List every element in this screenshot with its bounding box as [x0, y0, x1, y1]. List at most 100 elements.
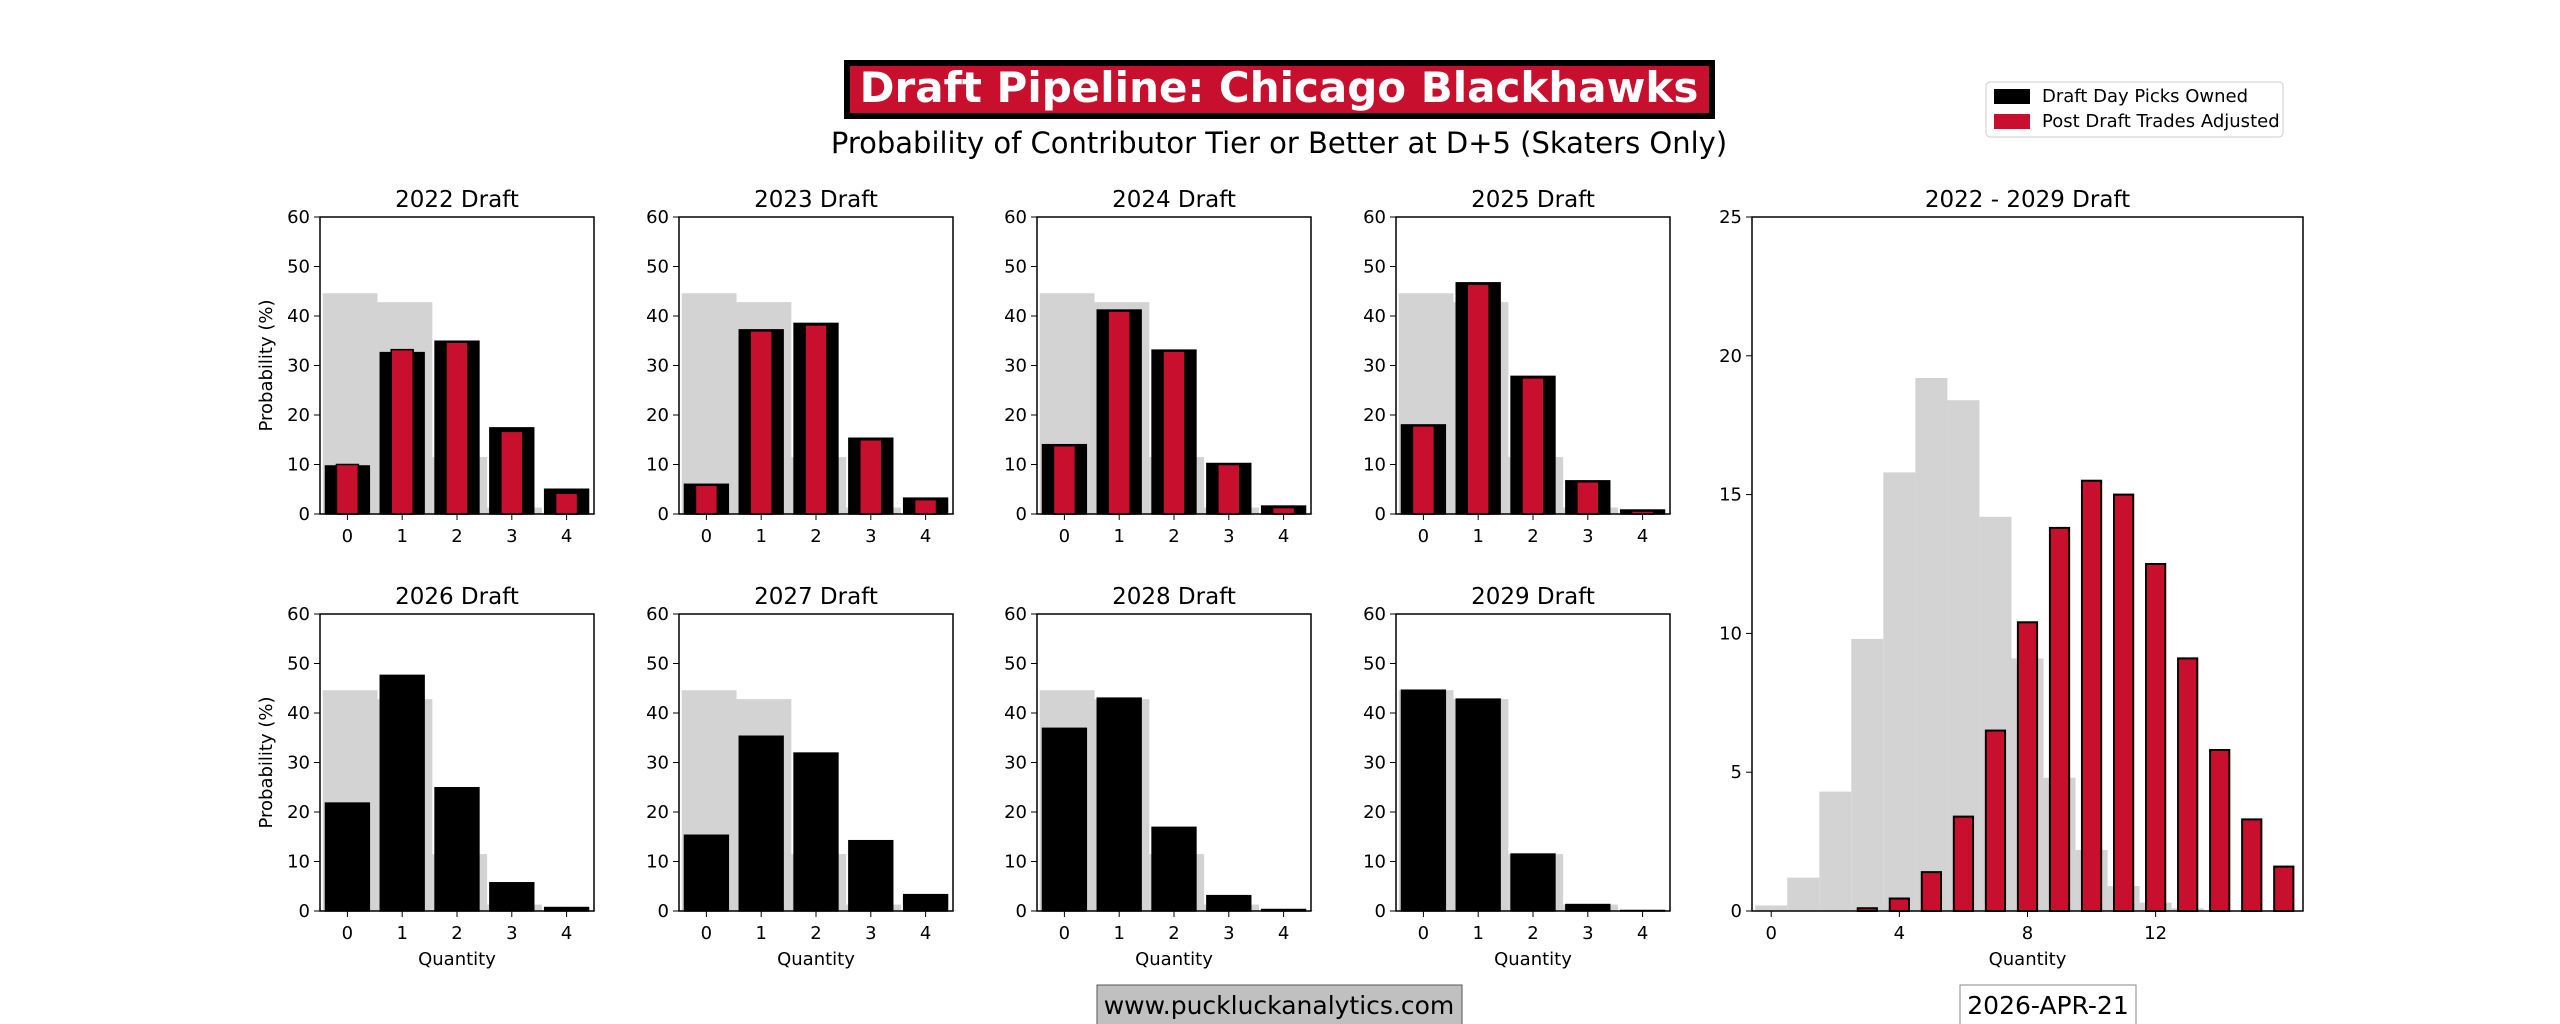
- chart-subtitle: Probability of Contributor Tier or Bette…: [831, 126, 1727, 160]
- y-tick-label: 15: [1719, 485, 1742, 506]
- subplot-2027-draft: 0 10 20 30 40 50 60 0 1 2 3 4 2027 Draft Quantity: [646, 584, 956, 970]
- x-tick-label: 3: [865, 923, 876, 944]
- y-tick-label: 30: [287, 356, 310, 377]
- x-tick-label: 1: [1472, 923, 1483, 944]
- legend-label-owned: Draft Day Picks Owned: [2042, 86, 2248, 107]
- y-tick-label: 50: [1363, 654, 1386, 675]
- y-tick-label: 10: [1363, 852, 1386, 873]
- x-tick-label: 2: [1168, 923, 1179, 944]
- x-axis-label: Quantity: [777, 949, 855, 970]
- owned-bar-3: [1565, 903, 1611, 912]
- x-tick-label: 0: [1059, 923, 1070, 944]
- adjusted-bar-2: [445, 341, 469, 515]
- adjusted-bar-1: [390, 348, 414, 515]
- x-tick-label: 1: [755, 923, 766, 944]
- subplot-2022-draft: 0 10 20 30 40 50 60 0 1 2 3 4 2022 Draft Probability …: [256, 187, 597, 547]
- x-tick-label: 0: [342, 923, 353, 944]
- y-tick-label: 60: [646, 604, 669, 625]
- subplot-2025-draft: 0 10 20 30 40 50 60 0 1 2 3 4 2025 Draft: [1363, 187, 1673, 547]
- subplot-title: 2027 Draft: [754, 584, 878, 610]
- x-tick-label: 1: [1113, 526, 1124, 547]
- x-tick-label: 4: [1894, 923, 1905, 944]
- y-tick-label: 30: [646, 753, 669, 774]
- x-tick-label: 3: [1582, 923, 1593, 944]
- x-tick-label: 2: [1527, 923, 1538, 944]
- subplot-2023-draft: 0 10 20 30 40 50 60 0 1 2 3 4 2023 Draft: [646, 187, 956, 547]
- date-box: [1959, 984, 2137, 1024]
- y-tick-label: 40: [1363, 306, 1386, 327]
- x-tick-label: 0: [1765, 923, 1776, 944]
- y-tick-label: 60: [287, 604, 310, 625]
- owned-bar-2: [434, 786, 480, 912]
- adjusted-bar-2: [1162, 350, 1186, 515]
- x-tick-label: 1: [1113, 923, 1124, 944]
- subplot-title: 2024 Draft: [1112, 187, 1236, 213]
- adjusted-bar-3: [1217, 463, 1241, 515]
- y-tick-label: 0: [1016, 504, 1027, 525]
- subplot-2029-draft: 0 10 20 30 40 50 60 0 1 2 3 4 2029 Draft Quantity: [1363, 584, 1673, 970]
- subplot-title: 2026 Draft: [395, 584, 519, 610]
- x-tick-label: 1: [396, 526, 407, 547]
- y-tick-label: 0: [299, 901, 310, 922]
- y-tick-label: 50: [287, 257, 310, 278]
- adjusted-bar-0: [694, 484, 719, 515]
- y-tick-label: 40: [287, 703, 310, 724]
- owned-bar-0: [1041, 727, 1088, 912]
- y-tick-label: 0: [1731, 901, 1742, 922]
- y-tick-label: 30: [287, 753, 310, 774]
- owned-bar-2: [1510, 853, 1556, 912]
- x-tick-label: 4: [920, 526, 931, 547]
- y-tick-label: 20: [287, 405, 310, 426]
- adjusted-bar-2: [1521, 377, 1545, 515]
- adjusted-bar-6: [1952, 815, 1975, 913]
- x-tick-label: 1: [755, 526, 766, 547]
- x-axis-label: Quantity: [1989, 949, 2067, 970]
- y-tick-label: 50: [646, 257, 669, 278]
- y-tick-label: 0: [1375, 901, 1386, 922]
- y-tick-label: 50: [1004, 654, 1027, 675]
- y-tick-label: 60: [1363, 207, 1386, 228]
- adjusted-bar-5: [1920, 871, 1943, 912]
- owned-bar-0: [683, 834, 730, 912]
- x-tick-label: 3: [506, 923, 517, 944]
- y-tick-label: 10: [287, 852, 310, 873]
- owned-bar-3: [1206, 894, 1252, 912]
- x-tick-label: 8: [2022, 923, 2033, 944]
- legend: Draft Day Picks Owned Post Draft Trades …: [1985, 81, 2284, 138]
- adjusted-bar-4: [1271, 506, 1296, 515]
- owned-bar-1: [379, 674, 425, 912]
- y-tick-label: 50: [287, 654, 310, 675]
- adjusted-bar-4: [1888, 897, 1910, 912]
- legend-label-adjusted: Post Draft Trades Adjusted: [2042, 111, 2280, 132]
- y-axis-label: Probability (%): [256, 696, 277, 828]
- y-tick-label: 60: [1004, 604, 1027, 625]
- x-tick-label: 0: [701, 526, 712, 547]
- y-tick-label: 50: [1363, 257, 1386, 278]
- y-tick-label: 30: [1004, 356, 1027, 377]
- y-tick-label: 0: [1016, 901, 1027, 922]
- subplot-title: 2023 Draft: [754, 187, 878, 213]
- subplot-2022---2029-draft: 0 5 10 15 20 25 0 4 8 12 2022 - 2029 Draft Quantity: [1719, 187, 2304, 970]
- x-tick-label: 2: [1168, 526, 1179, 547]
- subplot-2028-draft: 0 10 20 30 40 50 60 0 1 2 3 4 2028 Draft Quantity: [1004, 584, 1314, 970]
- y-tick-label: 20: [1363, 802, 1386, 823]
- baseline-bar-5: [1915, 378, 1948, 911]
- adjusted-bar-4: [554, 492, 579, 515]
- y-tick-label: 40: [1004, 703, 1027, 724]
- y-tick-label: 20: [1719, 346, 1742, 367]
- subplot-2024-draft: 0 10 20 30 40 50 60 0 1 2 3 4 2024 Draft: [1004, 187, 1314, 547]
- x-tick-label: 2: [1527, 526, 1538, 547]
- x-tick-label: 1: [396, 923, 407, 944]
- website-link[interactable]: www.puckluckanalytics.com: [1104, 991, 1455, 1020]
- y-tick-label: 10: [1004, 852, 1027, 873]
- y-tick-label: 20: [1363, 405, 1386, 426]
- adjusted-bar-1: [1107, 310, 1131, 515]
- owned-bar-1: [1096, 697, 1142, 912]
- x-tick-label: 0: [1418, 526, 1429, 547]
- subplot-title: 2022 - 2029 Draft: [1925, 187, 2130, 213]
- y-tick-label: 60: [1004, 207, 1027, 228]
- subplot-title: 2022 Draft: [395, 187, 519, 213]
- adjusted-bar-0: [1052, 444, 1077, 515]
- x-axis-label: Quantity: [1135, 949, 1213, 970]
- x-tick-label: 4: [1637, 526, 1648, 547]
